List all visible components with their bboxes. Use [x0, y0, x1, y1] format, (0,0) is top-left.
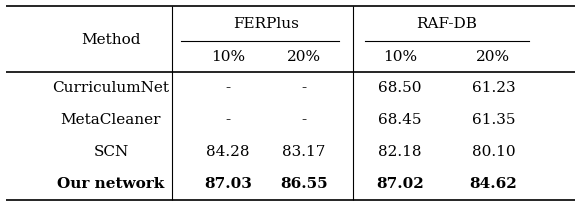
Text: 20%: 20%: [287, 49, 321, 63]
Text: 83.17: 83.17: [282, 145, 325, 159]
Text: -: -: [225, 113, 230, 127]
Text: Method: Method: [81, 33, 141, 47]
Text: 84.28: 84.28: [206, 145, 249, 159]
Text: RAF-DB: RAF-DB: [416, 17, 477, 31]
Text: 87.03: 87.03: [204, 177, 252, 191]
Text: -: -: [225, 81, 230, 95]
Text: 80.10: 80.10: [472, 145, 515, 159]
Text: 84.62: 84.62: [470, 177, 517, 191]
Text: -: -: [301, 81, 306, 95]
Text: 61.23: 61.23: [472, 81, 515, 95]
Text: 10%: 10%: [383, 49, 417, 63]
Text: SCN: SCN: [93, 145, 128, 159]
Text: FERPlus: FERPlus: [233, 17, 298, 31]
Text: Our network: Our network: [57, 177, 165, 191]
Text: 20%: 20%: [477, 49, 510, 63]
Text: 86.55: 86.55: [280, 177, 328, 191]
Text: -: -: [301, 113, 306, 127]
Text: 10%: 10%: [211, 49, 245, 63]
Text: 68.45: 68.45: [378, 113, 422, 127]
Text: 87.02: 87.02: [376, 177, 424, 191]
Text: CurriculumNet: CurriculumNet: [53, 81, 169, 95]
Text: 68.50: 68.50: [378, 81, 422, 95]
Text: 82.18: 82.18: [378, 145, 422, 159]
Text: MetaCleaner: MetaCleaner: [61, 113, 161, 127]
Text: 61.35: 61.35: [472, 113, 515, 127]
